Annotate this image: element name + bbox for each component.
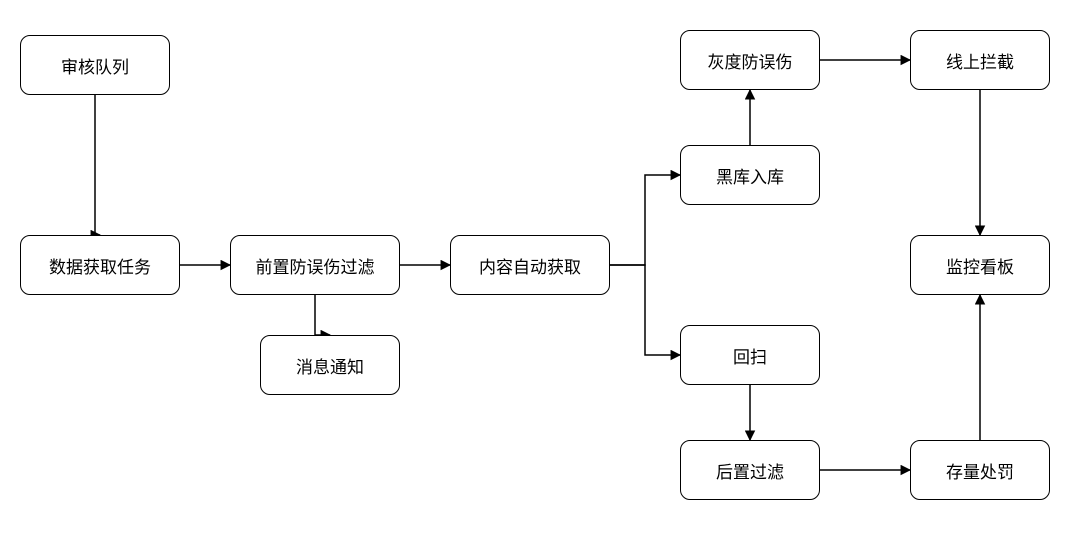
flow-node-label: 回扫	[733, 343, 767, 368]
flow-node-label: 数据获取任务	[49, 253, 151, 278]
flow-node-n2: 数据获取任务	[20, 235, 180, 295]
flow-node-n4: 消息通知	[260, 335, 400, 395]
flow-node-label: 黑库入库	[716, 163, 784, 188]
flow-edge-n5-n6	[610, 175, 680, 265]
flow-node-label: 内容自动获取	[479, 253, 581, 278]
flow-node-label: 消息通知	[296, 353, 364, 378]
flow-node-n5: 内容自动获取	[450, 235, 610, 295]
flow-node-n7: 回扫	[680, 325, 820, 385]
flow-node-n3: 前置防误伤过滤	[230, 235, 400, 295]
flow-node-n6: 黑库入库	[680, 145, 820, 205]
flow-node-n11: 后置过滤	[680, 440, 820, 500]
flow-node-n1: 审核队列	[20, 35, 170, 95]
flow-node-label: 后置过滤	[716, 458, 784, 483]
flow-edge-n5-n7	[610, 265, 680, 355]
flow-edge-n1-n2	[95, 95, 100, 235]
flow-node-label: 存量处罚	[946, 458, 1014, 483]
flow-node-label: 灰度防误伤	[708, 48, 793, 73]
flow-node-n10: 监控看板	[910, 235, 1050, 295]
flow-node-label: 前置防误伤过滤	[256, 253, 375, 278]
flow-node-label: 线上拦截	[946, 48, 1014, 73]
flow-node-n12: 存量处罚	[910, 440, 1050, 500]
flow-node-n8: 灰度防误伤	[680, 30, 820, 90]
flow-node-label: 审核队列	[61, 53, 129, 78]
flowchart-canvas: 审核队列数据获取任务 前置防误伤过滤消息通知 内容自动获取 黑库入库回扫 灰度防误伤 线上…	[0, 0, 1080, 534]
flow-edge-n3-n4	[315, 295, 330, 335]
flow-node-n9: 线上拦截	[910, 30, 1050, 90]
flow-node-label: 监控看板	[946, 253, 1014, 278]
